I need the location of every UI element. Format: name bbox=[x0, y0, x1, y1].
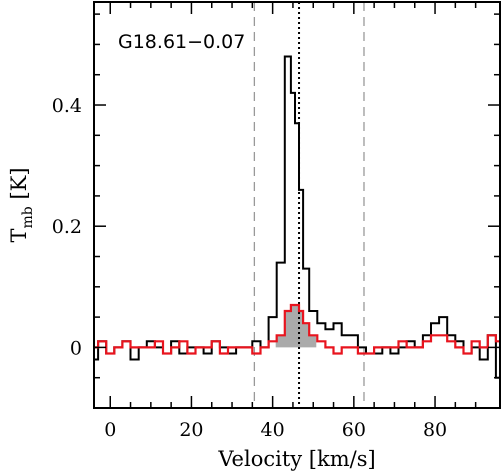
integrated-region-shade bbox=[265, 305, 323, 348]
y-tick-label: 0.2 bbox=[52, 216, 82, 238]
y-tick-label: 0 bbox=[70, 337, 82, 359]
y-tick-label: 0.4 bbox=[52, 95, 82, 117]
x-tick-label: 80 bbox=[423, 419, 447, 441]
spectrum-series-1 bbox=[94, 55, 500, 379]
spectrum-series-2 bbox=[94, 303, 500, 355]
plot-frame bbox=[93, 1, 501, 409]
x-axis-title: Velocity [km/s] bbox=[217, 447, 375, 471]
y-axis-title-unit: [K] bbox=[7, 167, 31, 206]
x-tick-label: 40 bbox=[261, 419, 285, 441]
x-tick-label: 20 bbox=[179, 419, 203, 441]
y-axis-title: Tmb [K] bbox=[7, 167, 36, 242]
source-name-label: G18.61−0.07 bbox=[118, 31, 245, 53]
y-axis-title-main: T bbox=[7, 228, 31, 242]
x-tick-label: 0 bbox=[104, 419, 116, 441]
x-tick-label: 60 bbox=[342, 419, 366, 441]
y-axis-title-sub: mb bbox=[20, 206, 36, 228]
